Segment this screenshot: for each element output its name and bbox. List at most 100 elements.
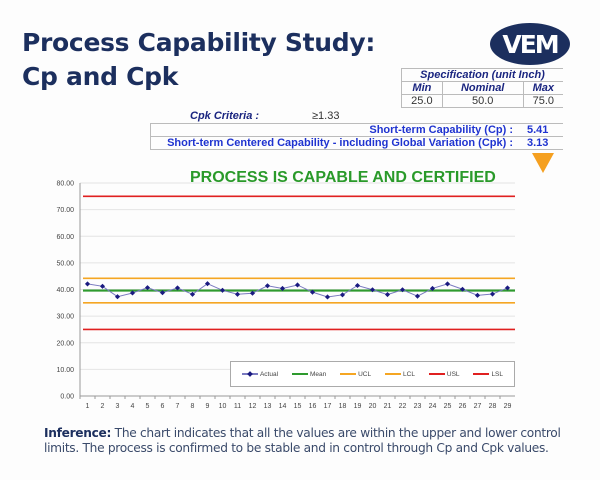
x-tick-label: 12 (249, 403, 257, 410)
legend-item-usl: USL (428, 370, 460, 378)
x-tick-label: 10 (219, 403, 227, 410)
actual-point (294, 282, 301, 288)
x-tick-label: 28 (489, 403, 497, 410)
actual-point (429, 285, 436, 291)
y-tick-label: 80.00 (56, 181, 74, 188)
spec-max-value: 75.0 (522, 94, 563, 108)
actual-point (204, 281, 211, 287)
legend-swatch (385, 373, 402, 375)
inference-text: Inference: The chart indicates that all … (44, 426, 564, 456)
actual-point (129, 290, 136, 296)
page-title-line1: Process Capability Study: (22, 28, 376, 57)
inference-label: Inference: (44, 426, 112, 440)
legend-label: LSL (491, 370, 504, 378)
actual-point (369, 287, 376, 293)
actual-point (144, 285, 151, 291)
legend-label: LCL (403, 370, 415, 378)
actual-point (339, 292, 346, 298)
legend-item-mean: Mean (291, 370, 327, 378)
x-tick-label: 26 (459, 403, 467, 410)
actual-point (489, 291, 496, 297)
actual-point (504, 285, 511, 291)
legend-item-lcl: LCL (385, 371, 415, 378)
actual-point (189, 291, 196, 297)
x-tick-label: 2 (101, 403, 105, 410)
x-tick-label: 25 (444, 403, 452, 410)
x-tick-label: 8 (191, 403, 195, 410)
y-tick-label: 40.00 (56, 287, 74, 294)
x-tick-label: 6 (161, 403, 165, 410)
y-tick-label: 60.00 (56, 234, 74, 241)
legend-label: Actual (259, 370, 279, 378)
x-tick-label: 24 (429, 403, 437, 410)
actual-point (384, 292, 391, 298)
actual-point (354, 282, 361, 289)
actual-point (219, 287, 226, 293)
chart-legend: Actual Mean UCL LCL USL LSL (230, 361, 515, 387)
actual-point (399, 287, 406, 293)
x-tick-label: 9 (206, 403, 210, 410)
status-banner: PROCESS IS CAPABLE AND CERTIFIED (190, 169, 496, 186)
spec-nominal-value: 50.0 (441, 94, 524, 108)
x-tick-label: 4 (131, 403, 135, 410)
actual-point (459, 286, 466, 292)
x-tick-label: 5 (146, 403, 150, 410)
x-tick-label: 18 (339, 403, 347, 410)
legend-item-ucl: UCL (340, 371, 371, 378)
x-tick-label: 16 (309, 403, 317, 410)
actual-point (414, 293, 421, 299)
cpk-criteria-label: Cpk Criteria : (190, 110, 260, 122)
actual-point (84, 281, 91, 287)
y-tick-label: 10.00 (56, 367, 74, 374)
x-tick-label: 21 (384, 403, 392, 410)
actual-point (174, 285, 181, 291)
page-title-line2: Cp and Cpk (22, 62, 179, 91)
x-tick-label: 17 (324, 403, 332, 410)
x-tick-label: 22 (399, 403, 407, 410)
capability-table: Short-term Capability (Cp) :5.41 Short-t… (150, 123, 563, 150)
actual-point (444, 281, 451, 287)
actual-point (279, 285, 286, 291)
inference-body: The chart indicates that all the values … (44, 426, 561, 455)
actual-point (159, 290, 166, 296)
x-tick-label: 29 (504, 403, 512, 410)
legend-label: UCL (358, 370, 372, 378)
y-tick-label: 30.00 (56, 314, 74, 321)
specification-table: Specification (unit Inch) Min Nominal Max … (401, 68, 563, 108)
x-tick-label: 27 (474, 403, 482, 410)
cpk-label: Short-term Centered Capability - includi… (150, 136, 527, 150)
legend-label: USL (446, 370, 460, 378)
x-tick-label: 20 (369, 403, 377, 410)
spec-col-min: Min (401, 81, 443, 95)
y-tick-label: 50.00 (56, 260, 74, 267)
x-tick-label: 7 (176, 403, 180, 410)
actual-point (474, 292, 481, 298)
actual-point (249, 290, 256, 296)
triangle-indicator-icon (532, 153, 554, 173)
legend-item-lsl: LSL (473, 371, 503, 378)
legend-swatch (241, 370, 258, 377)
legend-swatch (473, 373, 490, 375)
legend-swatch (291, 373, 308, 375)
legend-swatch (340, 373, 357, 375)
x-tick-label: 19 (354, 403, 362, 410)
x-tick-label: 11 (234, 403, 241, 410)
legend-swatch (428, 373, 445, 375)
x-tick-label: 3 (116, 403, 120, 410)
y-tick-label: 70.00 (56, 207, 74, 214)
actual-point (264, 283, 271, 289)
svg-text:VEM: VEM (502, 30, 557, 59)
actual-point (324, 294, 331, 300)
vem-logo: VEM (490, 23, 570, 65)
actual-point (234, 291, 241, 297)
cpk-criteria-value: ≥1.33 (312, 110, 340, 122)
legend-label: Mean (309, 370, 327, 378)
x-tick-label: 15 (294, 403, 302, 410)
legend-item-actual: Actual (241, 370, 279, 378)
x-tick-label: 13 (264, 403, 272, 410)
x-tick-label: 1 (86, 403, 90, 410)
x-tick-label: 14 (279, 403, 287, 410)
y-tick-label: 20.00 (56, 340, 74, 347)
